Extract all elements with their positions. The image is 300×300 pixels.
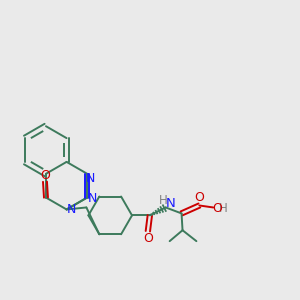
Text: N: N [85,172,95,185]
Text: O: O [143,232,153,245]
Text: N: N [166,197,175,210]
Text: O: O [40,169,50,182]
Text: H: H [159,194,168,207]
Text: O: O [212,202,222,215]
Text: N: N [87,192,97,205]
Text: O: O [194,191,204,204]
Text: N: N [67,203,76,216]
Text: H: H [219,202,227,215]
